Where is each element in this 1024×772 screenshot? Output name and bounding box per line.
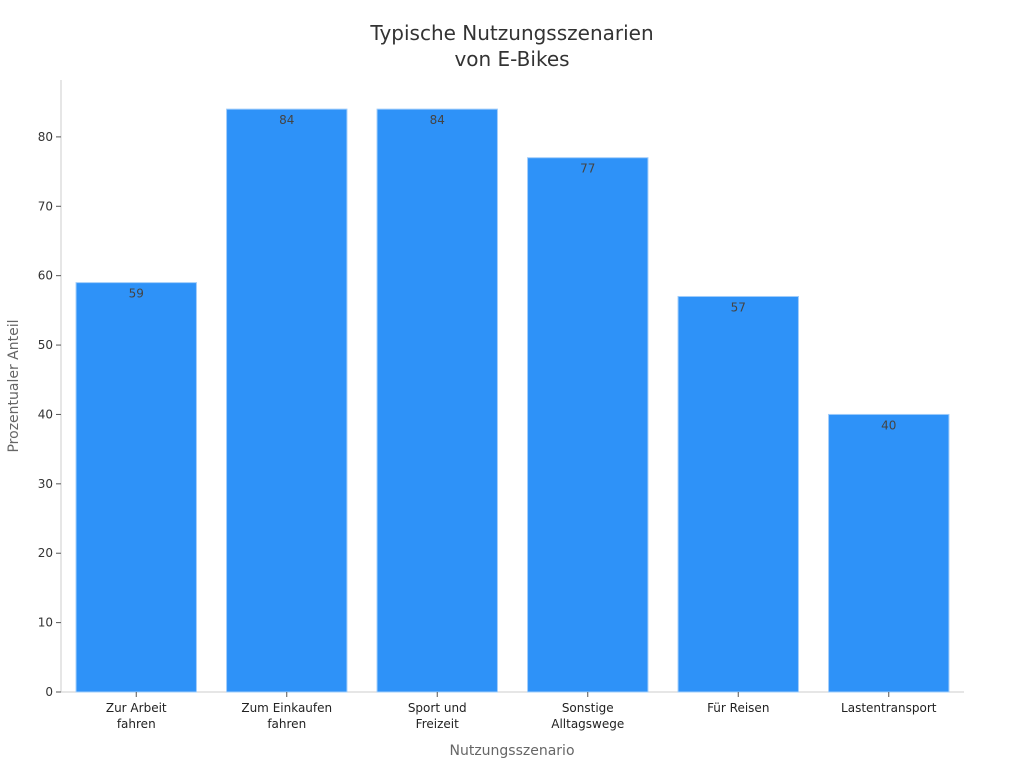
bar-value-label: 59	[129, 287, 144, 301]
bar	[226, 108, 348, 693]
x-tick-label: fahren	[267, 717, 306, 731]
bar	[677, 295, 799, 693]
y-tick-label: 80	[38, 130, 53, 144]
x-tick-label: Sport und	[408, 701, 467, 715]
x-tick-label: Für Reisen	[707, 701, 769, 715]
y-tick-label: 50	[38, 338, 53, 352]
bar	[527, 157, 649, 693]
x-tick-label: Zur Arbeit	[106, 701, 167, 715]
bar-value-label: 77	[580, 162, 595, 176]
chart-title-line-2: von E-Bikes	[454, 47, 569, 71]
x-tick-label: Freizeit	[416, 717, 459, 731]
x-tick-label: Zum Einkaufen	[241, 701, 332, 715]
y-tick-label: 10	[38, 616, 53, 630]
bar-value-label: 84	[430, 113, 445, 127]
y-axis-title: Prozentualer Anteil	[6, 319, 22, 452]
bar	[828, 413, 950, 693]
bar	[376, 108, 498, 693]
bar-value-label: 40	[881, 418, 896, 432]
y-tick-label: 70	[38, 199, 53, 213]
bar	[75, 282, 197, 693]
x-tick-label: Sonstige	[562, 701, 614, 715]
y-tick-label: 20	[38, 546, 53, 560]
plot-area: 0 10 20 30 40 50 60 70 80 59 Zur Arbeit fahren 84 Zum…	[38, 80, 964, 731]
x-tick-label: Alltagswege	[551, 717, 624, 731]
bar-value-label: 57	[731, 300, 746, 314]
x-tick-label: fahren	[117, 717, 156, 731]
y-tick-label: 0	[45, 685, 53, 699]
chart-title-line-1: Typische Nutzungsszenarien	[369, 21, 653, 45]
y-tick-label: 30	[38, 477, 53, 491]
bar-value-label: 84	[279, 113, 294, 127]
y-tick-label: 40	[38, 407, 53, 421]
y-tick-label: 60	[38, 269, 53, 283]
x-axis-title: Nutzungsszenario	[449, 743, 574, 759]
x-tick-label: Lastentransport	[841, 701, 937, 715]
